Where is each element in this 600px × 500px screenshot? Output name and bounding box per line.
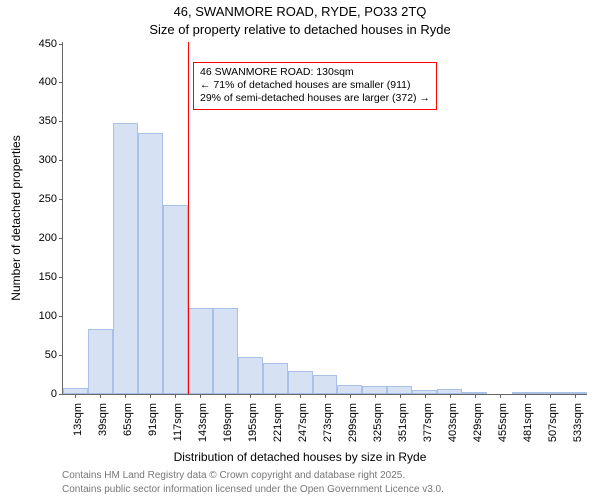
y-tick-label: 350 (39, 115, 63, 127)
annotation-line: 29% of semi-detached houses are larger (… (200, 92, 430, 105)
x-tick (375, 394, 376, 398)
x-axis-title: Distribution of detached houses by size … (0, 450, 600, 464)
x-tick (550, 394, 551, 398)
y-tick-label: 300 (39, 154, 63, 166)
x-tick (175, 394, 176, 398)
x-tick (500, 394, 501, 398)
y-tick-label: 200 (39, 232, 63, 244)
histogram-bar (537, 392, 562, 394)
histogram-bar (138, 133, 163, 394)
histogram-bar (113, 123, 138, 394)
y-tick-label: 400 (39, 76, 63, 88)
plot-area: 05010015020025030035040045013sqm39sqm65s… (62, 42, 587, 395)
x-tick (225, 394, 226, 398)
footer-line2: Contains public sector information licen… (62, 484, 444, 495)
chart-container: { "chart": { "type": "histogram", "title… (0, 0, 600, 500)
histogram-bar (238, 357, 263, 394)
reference-line (188, 42, 189, 394)
x-tick (475, 394, 476, 398)
x-tick (400, 394, 401, 398)
x-tick (200, 394, 201, 398)
x-tick (450, 394, 451, 398)
annotation-line: ← 71% of detached houses are smaller (91… (200, 79, 430, 92)
histogram-bar (362, 386, 387, 394)
x-tick (325, 394, 326, 398)
x-tick (100, 394, 101, 398)
x-tick (125, 394, 126, 398)
x-tick (250, 394, 251, 398)
histogram-bar (213, 308, 238, 394)
histogram-bar (412, 390, 437, 394)
histogram-bar (337, 385, 362, 394)
histogram-bar (263, 363, 288, 394)
histogram-bar (313, 375, 338, 394)
x-tick (350, 394, 351, 398)
y-tick-label: 100 (39, 310, 63, 322)
y-tick-label: 450 (39, 38, 63, 50)
x-tick (425, 394, 426, 398)
y-tick-label: 250 (39, 193, 63, 205)
histogram-bar (288, 371, 313, 394)
footer-line1: Contains HM Land Registry data © Crown c… (62, 470, 405, 481)
x-tick (300, 394, 301, 398)
annotation-box: 46 SWANMORE ROAD: 130sqm← 71% of detache… (193, 62, 437, 109)
histogram-bar (512, 392, 537, 394)
histogram-bar (188, 308, 213, 394)
histogram-bar (163, 205, 188, 394)
x-tick (75, 394, 76, 398)
annotation-line: 46 SWANMORE ROAD: 130sqm (200, 66, 430, 79)
histogram-bar (437, 389, 462, 394)
histogram-bar (462, 392, 487, 394)
y-tick-label: 150 (39, 271, 63, 283)
histogram-bar (387, 386, 412, 394)
chart-title-line1: 46, SWANMORE ROAD, RYDE, PO33 2TQ (0, 4, 600, 19)
histogram-bar (88, 329, 113, 394)
y-tick-label: 50 (45, 349, 63, 361)
x-tick (525, 394, 526, 398)
x-tick (150, 394, 151, 398)
y-tick-label: 0 (51, 388, 63, 400)
x-tick (275, 394, 276, 398)
chart-title-line2: Size of property relative to detached ho… (0, 22, 600, 37)
y-axis-title: Number of detached properties (9, 135, 23, 300)
histogram-bar (562, 392, 587, 394)
histogram-bar (63, 388, 88, 394)
x-tick (575, 394, 576, 398)
